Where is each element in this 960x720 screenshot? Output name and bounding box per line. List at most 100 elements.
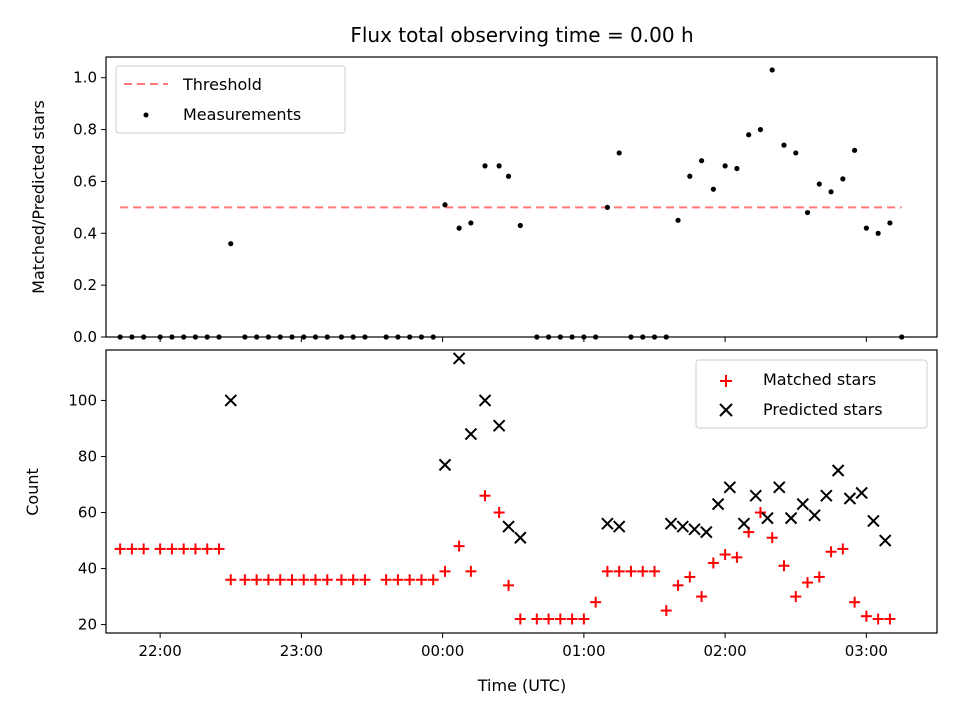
- top-y-tick-label: 0.6: [73, 172, 97, 190]
- threshold-legend-label: Threshold: [182, 75, 262, 94]
- measurement-point: [781, 142, 787, 148]
- measurement-point: [312, 334, 319, 340]
- top-panel: 0.0 0.2 0.4 0.6 0.8 1.0 Matched/Predicted sta…: [29, 56, 938, 346]
- measurement-point: [569, 334, 575, 340]
- bottom-plot-frame: [105, 349, 938, 634]
- top-legend-box: [115, 65, 346, 134]
- bottom-y-tick-label: 100: [68, 391, 97, 409]
- measurement-points: [117, 67, 905, 340]
- predicted-star-point: [700, 525, 713, 539]
- matched-star-point: [392, 574, 404, 586]
- measurements-legend-swatch: [143, 112, 149, 118]
- predicted-star-point: [737, 517, 751, 530]
- bottom-y-ticks: 20 40 60 80 100: [68, 391, 106, 634]
- matched-star-point: [778, 560, 790, 572]
- measurement-point: [616, 150, 622, 156]
- measurement-point: [557, 334, 563, 340]
- matched-star-point: [274, 574, 286, 586]
- matched-star-point: [566, 613, 578, 625]
- predicted-star-point: [688, 523, 701, 536]
- matched-star-point: [427, 574, 439, 586]
- predicted-star-point: [664, 517, 678, 530]
- matched-star-point: [465, 565, 477, 577]
- predicted-star-point: [514, 531, 527, 544]
- measurement-point: [581, 334, 587, 340]
- matched-star-point: [696, 591, 708, 603]
- matched-star-point: [613, 565, 625, 577]
- measurement-point: [875, 230, 881, 236]
- top-y-ticks: 0.0 0.2 0.4 0.6 0.8 1.0: [73, 69, 106, 346]
- matched-star-point: [178, 543, 190, 555]
- predicted-star-point: [601, 517, 614, 530]
- x-tick-label: 00:00: [421, 642, 464, 660]
- predicted-star-point: [855, 486, 868, 500]
- measurement-point: [593, 334, 599, 340]
- measurement-point: [663, 334, 669, 340]
- bottom-x-ticks: 22:00 23:00 00:00 01:00 02:00 03:00: [139, 633, 888, 660]
- matched-star-point: [298, 574, 310, 586]
- matched-star-point: [225, 574, 237, 586]
- bottom-y-axis-label: Count: [23, 468, 42, 516]
- measurement-point: [757, 126, 764, 133]
- measurement-point: [604, 204, 611, 210]
- predicted-star-point: [796, 497, 810, 511]
- measurement-point: [129, 334, 135, 340]
- measurement-point: [651, 334, 658, 340]
- measurement-point: [430, 334, 436, 340]
- matched-star-point: [754, 507, 766, 519]
- x-tick-label: 02:00: [704, 642, 747, 660]
- measurement-point: [628, 334, 634, 340]
- matched-star-point: [347, 574, 359, 586]
- matched-star-point: [684, 571, 696, 583]
- matched-star-point: [860, 610, 872, 622]
- measurement-point: [383, 334, 389, 340]
- matched-star-point: [126, 543, 138, 555]
- measurement-point: [746, 132, 752, 138]
- matched-star-point: [531, 613, 543, 625]
- matched-star-point: [493, 507, 505, 519]
- predicted-star-point: [867, 514, 880, 528]
- measurement-point: [117, 334, 123, 340]
- measurement-point: [734, 165, 740, 172]
- measurement-point: [722, 163, 728, 169]
- matched-star-point: [479, 490, 491, 502]
- matched-star-point: [286, 574, 298, 586]
- top-y-tick-label: 0.8: [73, 121, 97, 139]
- matched-star-point: [114, 543, 126, 555]
- bottom-y-tick-label: 60: [78, 504, 97, 522]
- measurement-point: [265, 334, 272, 340]
- measurement-point: [710, 186, 716, 192]
- matched-star-point: [453, 540, 465, 552]
- matched-star-point: [649, 565, 661, 577]
- measurement-point: [804, 209, 811, 216]
- matched-star-point: [660, 605, 672, 617]
- measurement-point: [482, 163, 488, 169]
- measurement-point: [828, 189, 834, 195]
- measurement-point: [863, 225, 869, 231]
- matched-star-point: [415, 574, 427, 586]
- predicted-star-point: [761, 511, 774, 525]
- measurement-point: [277, 334, 283, 340]
- predicted-star-point: [612, 520, 626, 533]
- chart-title: Flux total observing time = 0.00 h: [350, 23, 693, 47]
- matched-star-point: [837, 543, 849, 555]
- measurement-point: [496, 163, 502, 169]
- measurement-point: [698, 158, 705, 164]
- measurement-point: [301, 334, 307, 340]
- measurement-point: [418, 334, 425, 340]
- predicted-star-point: [224, 394, 237, 407]
- measurement-point: [816, 181, 822, 187]
- top-legend: Threshold Measurements: [115, 65, 346, 134]
- bottom-panel: 20 40 60 80 100 22:00 23:00 00:00 01:00 02:00 03:…: [23, 349, 938, 695]
- matched-star-point: [543, 613, 555, 625]
- x-tick-label: 23:00: [280, 642, 323, 660]
- measurement-point: [141, 334, 147, 340]
- matched-star-point: [672, 579, 684, 591]
- top-plot-frame: [105, 56, 938, 338]
- matched-star-point: [637, 565, 649, 577]
- measurement-point: [324, 334, 330, 340]
- top-y-tick-label: 1.0: [73, 69, 97, 87]
- measurement-point: [687, 173, 693, 179]
- matched-star-point: [514, 613, 526, 625]
- bottom-legend-box: [695, 359, 928, 429]
